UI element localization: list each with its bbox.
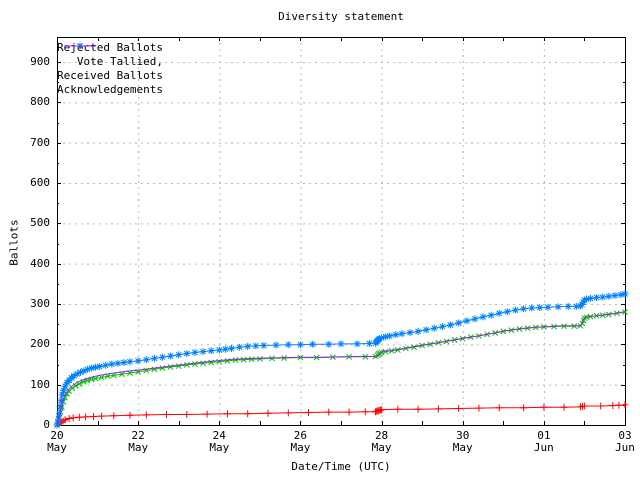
legend-label: Acknowledgements xyxy=(57,82,163,96)
x-tick-month: May xyxy=(290,441,311,454)
x-tick-month: Jun xyxy=(615,441,635,454)
legend: Rejected Ballots Vote Tallied, Received … xyxy=(57,40,163,96)
y-tick-label: 700 xyxy=(30,135,50,149)
legend-label: Received Ballots xyxy=(57,68,163,82)
y-tick-label: 400 xyxy=(30,256,50,270)
x-tick-label: 26 May xyxy=(278,430,322,454)
x-tick-day: 01 xyxy=(537,429,551,442)
y-axis-label: Ballots xyxy=(7,219,21,266)
x-tick-month: May xyxy=(452,441,473,454)
x-tick-day: 24 xyxy=(212,429,226,442)
x-tick-month: Jun xyxy=(533,441,554,454)
y-tick-label: 600 xyxy=(30,176,50,189)
y-tick-label: 900 xyxy=(30,55,50,68)
x-tick-label: 24 May xyxy=(197,430,241,454)
series-line-received xyxy=(56,293,626,426)
chart-title: Diversity statement xyxy=(278,10,404,23)
legend-label: Rejected Ballots xyxy=(57,40,163,54)
legend-item-vote-tallied: Vote Tallied, xyxy=(57,43,163,68)
x-tick-day: 30 xyxy=(456,429,470,442)
y-tick-label: 800 xyxy=(30,95,50,109)
legend-label: Vote Tallied, xyxy=(76,54,163,68)
series-received xyxy=(53,290,629,429)
x-tick-label: 28 May xyxy=(360,430,404,454)
y-tick-label: 300 xyxy=(30,297,50,310)
y-tick-label: 200 xyxy=(30,337,50,351)
x-tick-label: 01 Jun xyxy=(522,430,566,454)
x-tick-day: 26 xyxy=(293,429,308,442)
plot-border xyxy=(57,37,626,426)
series-rejected xyxy=(53,401,629,429)
x-tick-month: May xyxy=(47,441,67,454)
y-tick-label: 0 xyxy=(43,418,50,431)
x-tick-label: 20 May xyxy=(35,430,79,454)
x-tick-month: May xyxy=(209,441,230,454)
x-tick-day: 03 xyxy=(618,429,632,442)
legend-item-received-ballots: Received Ballots xyxy=(57,42,163,82)
y-tick-label: 500 xyxy=(30,216,50,230)
x-tick-label: 03 Jun xyxy=(603,430,640,454)
x-axis-label: Date/Time (UTC) xyxy=(291,460,391,473)
x-tick-day: 28 xyxy=(374,429,389,442)
legend-sample-line-icon xyxy=(64,45,96,47)
x-tick-day: 22 xyxy=(131,429,145,442)
x-tick-label: 22 May xyxy=(116,430,160,454)
axis-ticks xyxy=(57,37,626,426)
x-tick-day: 20 xyxy=(50,429,64,442)
y-tick-label: 100 xyxy=(30,377,50,391)
x-tick-label: 30 May xyxy=(441,430,485,454)
series-line-tallied xyxy=(56,311,626,426)
series-ack xyxy=(56,311,626,426)
x-tick-month: May xyxy=(371,441,392,454)
series-line-ack xyxy=(56,311,626,426)
legend-item-acknowledgements: Acknowledgements xyxy=(57,45,163,96)
x-tick-month: May xyxy=(128,441,149,454)
